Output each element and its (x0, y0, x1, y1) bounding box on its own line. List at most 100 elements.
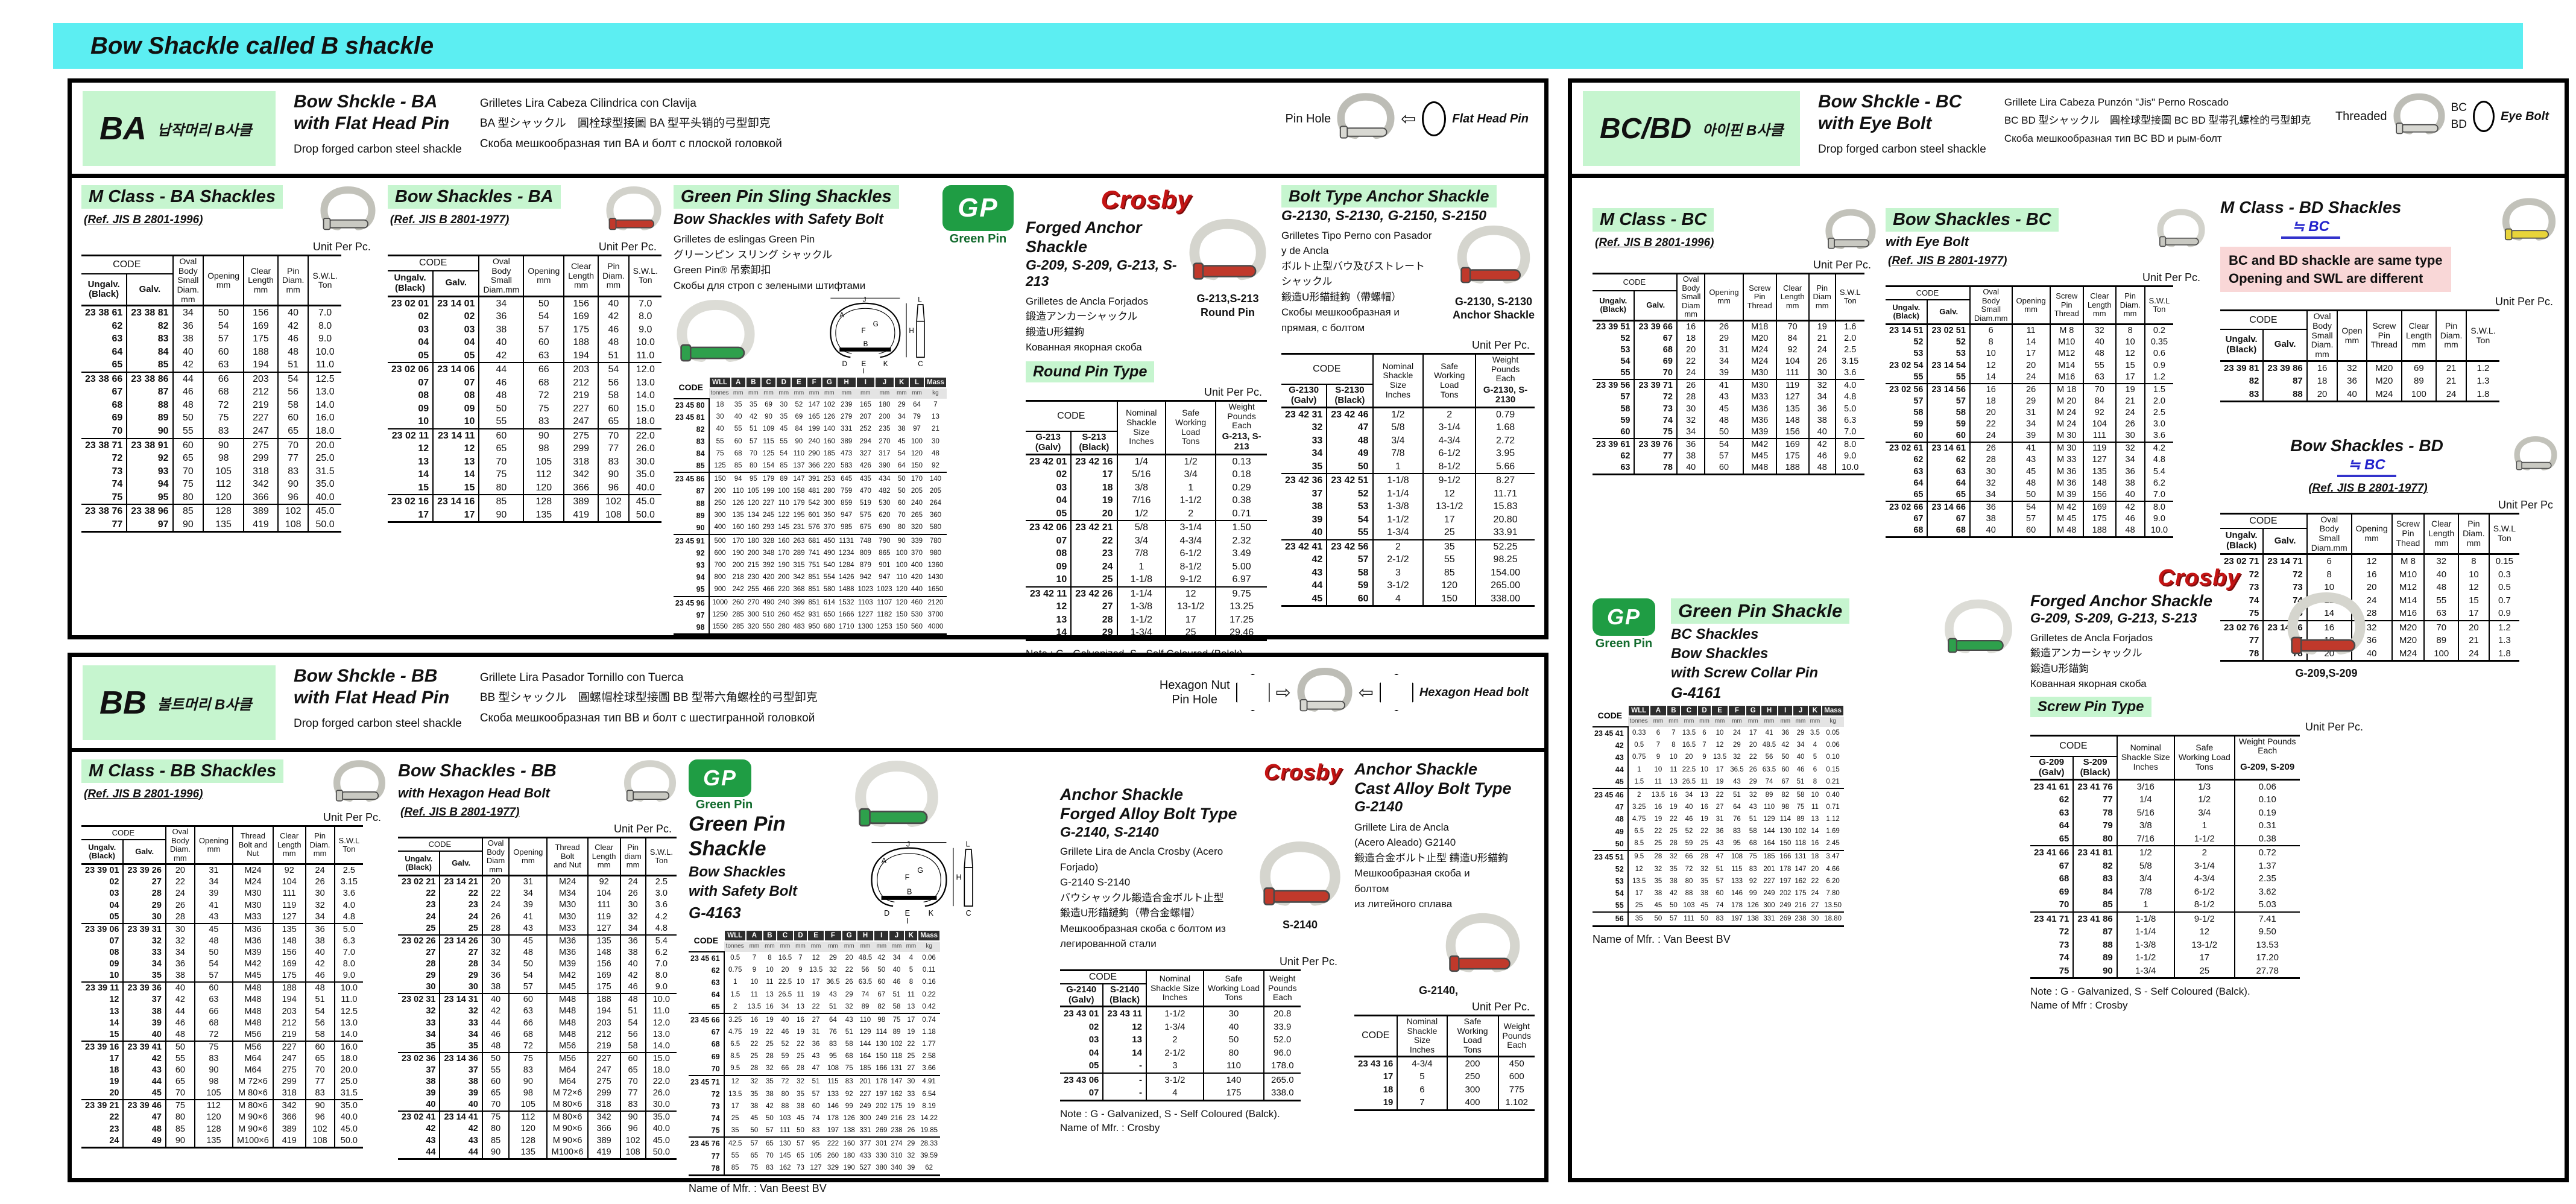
g213-shackle-photo (1189, 218, 1267, 289)
crosby-g209-section: Crosby Forged Anchor Shackle G-209, S-20… (2030, 565, 2368, 1013)
green-pin-shackle-photo (674, 299, 758, 371)
gp-logo-word: Green Pin (695, 798, 753, 811)
bb-title-line2: with Flat Head Pin (294, 688, 450, 708)
bc-shackle-image (1825, 208, 1876, 255)
bow-shackle-image (320, 185, 376, 237)
bolt-type-title: Bolt Type Anchor Shackle (1281, 185, 1497, 208)
m-class-bb-section: M Class - BB Shackles (Ref. JIS B 2801-1… (81, 759, 386, 1195)
crosby-logo: Crosby (1263, 759, 1342, 784)
g2140c-models: G-2140 (1354, 798, 1403, 815)
g2140c-title2: Cast Alloy Bolt Type (1354, 779, 1512, 798)
bc-tag-code: BC/BD (1600, 112, 1691, 145)
gp-logo-icon: GP (689, 759, 751, 797)
green-pin-sling-section: Green Pin Sling Shackles Bow Shackles wi… (673, 185, 1014, 675)
crosby-logo: Crosby (1100, 185, 1192, 214)
round-pin-type-label: Round Pin Type (1026, 361, 1155, 382)
unit-per-pc-label: Unit Per Pc. (2495, 296, 2553, 308)
green-pin-g4163-section: GP Green Pin Green Pin Shackle Bow Shack… (689, 759, 1048, 1195)
bow-bb-title: Bow Shackles - BB (398, 761, 557, 781)
bb-header: BB 볼트머리 B사클 Bow Shckle - BB with Flat He… (72, 657, 1544, 752)
green-pin-g4161-section: GP Green Pin Green Pin Shackle BC Shackl… (1593, 598, 2015, 946)
bow-shackles-bc-section: Bow Shackles - BC with Eye Bolt (Ref. JI… (1886, 208, 2205, 539)
m-class-bb-table: CODE Oval Body Diam. mm Opening mm Thread B… (81, 825, 386, 1149)
gp-4163-model: G-4163 (689, 903, 741, 922)
ba-tag: BA 납작머리 B사클 (83, 91, 276, 166)
svg-text:K: K (928, 909, 933, 917)
panel-bc-bd: BC/BD 아이핀 B사클 Bow Shckle - BC with Eye B… (1568, 78, 2569, 1182)
g209-multilingual: Grilletes de Ancla Forjados 鍛造アンカーシャックル … (2030, 632, 2153, 690)
g2130-caption: G-2130, S-2130 Anchor Shackle (1452, 295, 1535, 322)
unit-per-pc-label: Unit Per Pc. (1204, 385, 1262, 398)
bb-tag-code: BB (99, 685, 147, 721)
hexagon-nut-icon (1236, 674, 1270, 711)
g209-caption: G-209,S-209 (2295, 667, 2358, 679)
g4163-photo (851, 759, 942, 837)
arrow-icon: ⇦ (1401, 109, 1416, 129)
eye-bolt-icon (2472, 101, 2495, 132)
green-pin-logo: GP Green Pin (942, 185, 1014, 293)
bc-pin-diagram: Threaded BC BD Eye Bolt (2335, 91, 2554, 142)
bow-bc-table: CODE Oval Body Small Diam.mm Opening mm Scr… (1886, 285, 2205, 539)
crosby-ba-section: Crosby Forged Anchor Shackle G-209, S-20… (1026, 185, 1535, 675)
m-class-bb-ref: (Ref. JIS B 2801-1996) (84, 788, 203, 800)
m-class-bc-section: M Class - BC (Ref. JIS B 2801-1996) Unit… (1593, 208, 1876, 476)
svg-text:F: F (904, 873, 909, 882)
svg-text:B: B (907, 888, 912, 896)
ba-subtitle: Drop forged carbon steel shackle (294, 143, 462, 156)
ba-pin-diagram: Pin Hole ⇦ Flat Head Pin (1286, 91, 1533, 147)
g2140c-multilingual: Grillete Lira de Ancla (Acero Aleado) G2… (1354, 821, 1508, 910)
bc-bd-labels: BC BD (2451, 101, 2467, 131)
bb-shackle-image (333, 759, 386, 808)
bd-yellow-pin-image (2500, 197, 2558, 247)
ba-tag-korean: 납작머리 B사클 (157, 122, 252, 139)
bow-bb-ref: (Ref. JIS B 2801-1977) (400, 806, 520, 819)
van-beest-mfr-label: Name of Mfr. : Van Beest BV (689, 1182, 827, 1194)
green-pin-logo: GP Green Pin (689, 759, 760, 812)
gp-sling-multilingual: Grilletes de eslingas Green Pin グリーンピン ス… (673, 233, 866, 291)
svg-text:B: B (863, 340, 868, 348)
page-title-band: Bow Shackle called B shackle (53, 23, 2523, 69)
bow-ba-ref: (Ref. JIS B 2801-1977) (390, 214, 510, 226)
svg-text:I: I (906, 917, 908, 924)
bb-multilingual: Grillete Lira Pasador Tornillo con Tuerc… (479, 671, 818, 724)
hexagon-bolt-icon (1379, 674, 1413, 711)
bow-shackles-ba-section: Bow Shackles - BA (Ref. JIS B 2801-1977)… (387, 185, 661, 675)
m-class-bc-title: M Class - BC (1593, 208, 1714, 232)
bow-bb-image (623, 759, 677, 808)
bb-subtitle: Drop forged carbon steel shackle (294, 717, 462, 730)
svg-text:I: I (863, 367, 865, 374)
s2140-caption: S-2140 (1282, 919, 1318, 931)
forged-anchor-multilingual: Grilletes de Ancla Forjados 鍛造アンカーシャックル … (1026, 295, 1149, 353)
bb-tag-korean: 볼트머리 B사클 (157, 696, 252, 713)
panel-bb: BB 볼트머리 B사클 Bow Shckle - BB with Flat He… (68, 653, 1548, 1194)
g209-note: Note : G - Galvanized, S - Self Coloured… (2030, 986, 2250, 1012)
ba-header: BA 납작머리 B사클 Bow Shckle - BA with Flat He… (72, 83, 1544, 178)
bb-tag: BB 볼트머리 B사클 (83, 665, 276, 740)
g2140c-title1: Anchor Shackle (1354, 760, 1478, 778)
svg-text:D: D (884, 909, 889, 917)
bow-bd-ref: (Ref. JIS B 2801-1977) (2308, 481, 2428, 495)
bow-shackle-red-pin-image (606, 185, 661, 237)
g2140-cast-section: Anchor Shackle Cast Alloy Bolt Type G-21… (1354, 759, 1535, 1195)
flat-head-pin-shackle-icon (1337, 91, 1395, 147)
bc-title-block: Bow Shckle - BC with Eye Bolt Drop forge… (1818, 91, 1986, 156)
svg-text:F: F (861, 327, 865, 335)
gp-4163-sub1: Bow Shackles (689, 863, 786, 880)
panel-ba: BA 납작머리 B사클 Bow Shckle - BA with Flat He… (68, 78, 1548, 673)
svg-text:C: C (965, 909, 971, 917)
svg-text:H: H (956, 873, 961, 882)
g213-caption: G-213,S-213 Round Pin (1196, 293, 1259, 318)
bb-title-line1: Bow Shckle - BB (294, 666, 438, 686)
unit-per-pc-label: Unit Per Pc. (2142, 271, 2200, 284)
s2140-title2: Forged Alloy Bolt Type (1060, 805, 1237, 823)
s2140-note: Note : G - Galvanized, S - Self Coloured… (1060, 1107, 1280, 1133)
unit-per-pc-label: Unit Per Pc. (312, 241, 371, 253)
g209-table: CODE Nominal Shackle Size Inches Safe Work… (2030, 734, 2368, 980)
unit-per-pc-label: Unit Per Pc (2498, 498, 2553, 511)
threaded-label: Threaded (2335, 110, 2387, 123)
ba-title-line1: Bow Shckle - BA (294, 92, 438, 112)
g4161-photo (1942, 598, 2015, 661)
gp-sling-subtitle: Bow Shackles with Safety Bolt (673, 211, 883, 227)
